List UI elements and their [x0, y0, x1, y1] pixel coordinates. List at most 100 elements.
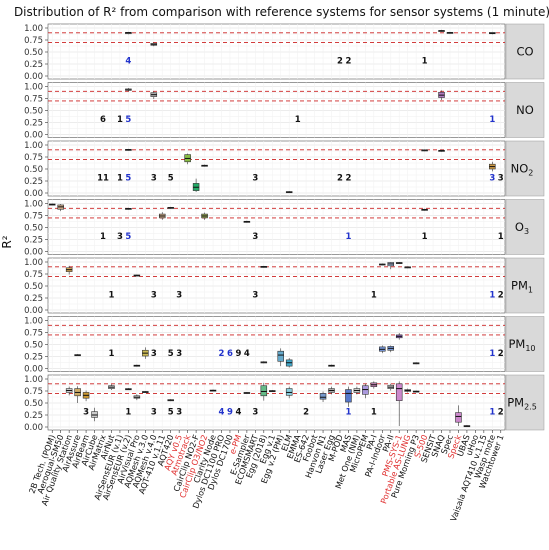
- y-tick-label: 0.50: [24, 399, 43, 409]
- sample-count-label: 4: [244, 349, 250, 359]
- panel-no: 0.000.250.500.751.006 1 5 1 1NO: [24, 82, 545, 141]
- y-tick-label: 0.25: [24, 60, 43, 70]
- y-tick-label: 1.00: [24, 200, 43, 210]
- sample-count-label: 1: [295, 115, 301, 125]
- box-wasp-mote: [489, 161, 496, 172]
- box-hanvon-n1: [319, 391, 327, 403]
- sample-count-label: 1: [371, 291, 377, 301]
- y-tick-label: 0.50: [24, 341, 43, 351]
- y-tick-label: 0.25: [24, 119, 43, 129]
- box-spec: [446, 31, 454, 34]
- y-tick-label: 0.50: [24, 48, 43, 58]
- box-elm: [285, 386, 293, 399]
- sample-count-label: 3: [83, 408, 89, 418]
- facet-strip-label: NO: [516, 103, 534, 117]
- box-airvisual-pro: [133, 394, 141, 401]
- box-aqmesh-v-3-0: [142, 391, 149, 393]
- y-tick-label: 0.00: [24, 306, 43, 316]
- sample-count-label: 1: [117, 174, 123, 184]
- sample-count-label: 1: [125, 408, 131, 418]
- box-egg-2018-: [260, 382, 268, 401]
- y-tick-label: 0.75: [24, 329, 43, 339]
- box-cairclip-no2-f: [192, 178, 200, 193]
- box-cairclip-o3-no2: [201, 164, 208, 167]
- box-aqmesh-v-4-0: [150, 42, 158, 47]
- sample-count-label: 9: [235, 349, 241, 359]
- sample-count-label: 5: [168, 349, 174, 359]
- box-egg-2018-: [260, 361, 268, 364]
- facet-strip: [505, 140, 545, 197]
- box-ubas: [463, 425, 471, 428]
- box-egg-v-1: [269, 390, 276, 393]
- y-tick-label: 0.50: [24, 282, 43, 292]
- sample-count-label: 3: [117, 232, 123, 242]
- box-pa-ii: [387, 345, 395, 353]
- y-axis-title: R²: [0, 235, 14, 248]
- sample-count-label: 1: [498, 232, 504, 242]
- box-airsenseur-v-2-: [125, 87, 132, 92]
- box-s-500: [421, 149, 428, 152]
- y-tick-label: 0.25: [24, 411, 43, 421]
- y-tick-label: 0.75: [24, 95, 43, 105]
- facet-strip: [505, 316, 545, 372]
- panel-background: [47, 82, 506, 138]
- panel-co: 0.00 0.25 0.50 0.75 1.00 4 2 2 1 CO: [24, 23, 545, 82]
- box-egg-2018-: [260, 265, 268, 268]
- box-iqr: [395, 383, 403, 401]
- facet-strip: [505, 199, 545, 255]
- panel-background: [47, 23, 506, 80]
- sample-count-label: 2: [337, 174, 343, 184]
- sample-count-label: 3: [151, 174, 157, 184]
- box-airsenseur-v-2-: [125, 207, 132, 210]
- y-tick-label: 0.50: [24, 165, 43, 175]
- sample-count-label: 6: [100, 115, 106, 125]
- y-tick-label: 0.25: [24, 236, 43, 246]
- sample-count-label: 1: [489, 115, 495, 125]
- sample-count-label: 3: [151, 291, 157, 301]
- box-pa-i-indoor: [379, 263, 386, 266]
- box-air-quality-station: [65, 265, 73, 275]
- box-airvisual-pro: [133, 274, 141, 277]
- box-s-500: [421, 208, 428, 211]
- sample-count-label: 1: [489, 408, 495, 418]
- box-pa-i: [370, 381, 378, 389]
- box-airnut: [108, 384, 115, 391]
- facet-strip: [505, 374, 545, 431]
- box-air-quality-station: [65, 386, 73, 396]
- box-laser-egg: [328, 364, 335, 367]
- box-elm: [285, 191, 293, 194]
- box-aircube: [91, 407, 98, 422]
- box-laser-egg: [328, 386, 335, 395]
- box-aqt420: [167, 399, 174, 402]
- box-iqr: [319, 393, 327, 400]
- sample-count-label: 4: [125, 57, 131, 67]
- sample-count-label: 1: [489, 291, 495, 301]
- sample-count-label: 4: [235, 408, 241, 418]
- y-tick-label: 0.75: [24, 387, 43, 397]
- y-tick-label: 0.75: [24, 153, 43, 163]
- y-tick-label: 1.00: [24, 258, 43, 268]
- sample-count-label: 3: [151, 349, 157, 359]
- box-met-one-nm-: [353, 386, 361, 395]
- box-pure-morning-p3: [412, 362, 420, 365]
- box-iqr: [277, 350, 284, 362]
- y-tick-label: 0.25: [24, 353, 43, 363]
- sample-count-label: 1: [345, 232, 351, 242]
- box-e-sampler: [243, 220, 251, 223]
- box-pms-sys-1: [395, 332, 403, 340]
- sample-count-label: 6: [227, 349, 233, 359]
- sample-count-label: 3: [252, 232, 258, 242]
- facet-strip: [505, 82, 545, 138]
- box-pa-ii: [387, 383, 395, 391]
- sample-count-label: 2: [337, 57, 343, 67]
- chart-title: Distribution of R² from comparison with …: [14, 5, 549, 19]
- box-2b-tech-pom-: [48, 203, 56, 206]
- x-tick-label: PA-I: [364, 433, 379, 451]
- panel-o3: 0.000.250.500.751.001 3 5 3 1 1 1O3: [24, 199, 545, 258]
- sample-count-label: 4: [219, 408, 225, 418]
- box-cairclip-o3-no2: [201, 212, 208, 220]
- y-tick-label: 0.00: [24, 72, 43, 82]
